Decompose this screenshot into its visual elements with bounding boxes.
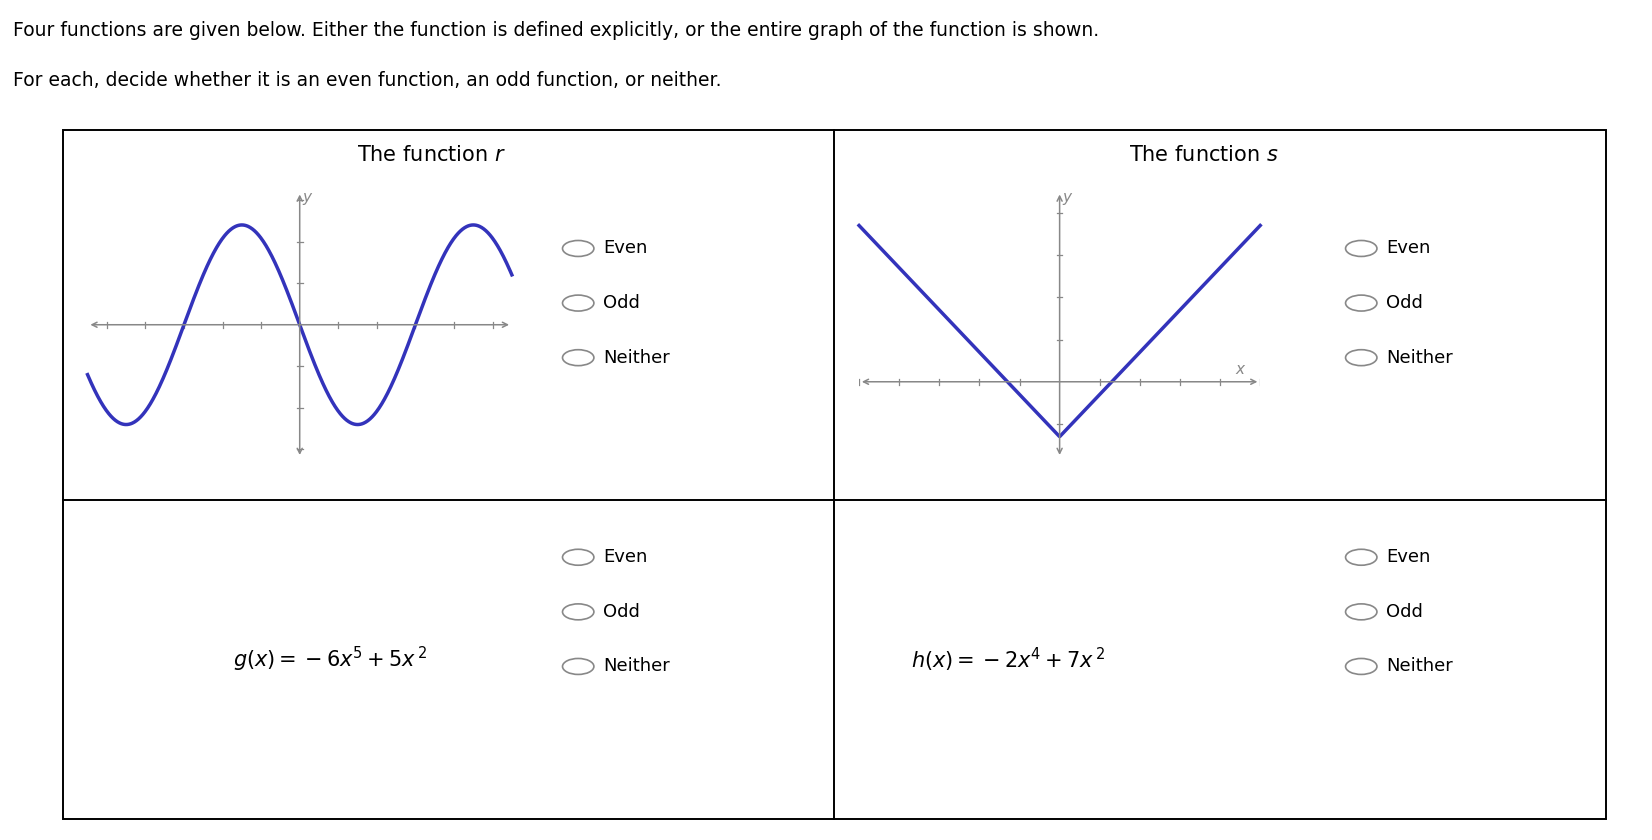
Text: Odd: Odd <box>603 603 639 621</box>
Text: The function $s$: The function $s$ <box>1128 145 1279 165</box>
Text: Even: Even <box>603 239 648 258</box>
Text: Even: Even <box>1386 239 1431 258</box>
Text: x: x <box>1236 362 1244 377</box>
Text: Odd: Odd <box>1386 603 1422 621</box>
Text: Neither: Neither <box>1386 349 1452 367</box>
Text: y: y <box>302 191 312 205</box>
Text: Odd: Odd <box>1386 294 1422 312</box>
Text: Four functions are given below. Either the function is defined explicitly, or th: Four functions are given below. Either t… <box>13 21 1099 40</box>
Text: Neither: Neither <box>603 349 669 367</box>
Text: For each, decide whether it is an even function, an odd function, or neither.: For each, decide whether it is an even f… <box>13 71 722 91</box>
Text: Neither: Neither <box>1386 658 1452 675</box>
Text: Odd: Odd <box>603 294 639 312</box>
Text: Even: Even <box>1386 549 1431 566</box>
Text: $h\left(x\right) = -2x^4 + 7x^{\,2}$: $h\left(x\right) = -2x^4 + 7x^{\,2}$ <box>912 645 1105 674</box>
Text: Even: Even <box>603 549 648 566</box>
Text: The function $r$: The function $r$ <box>357 145 507 165</box>
Text: y: y <box>1062 191 1072 205</box>
Text: $g\left(x\right) = -6x^5 + 5x^{\,2}$: $g\left(x\right) = -6x^5 + 5x^{\,2}$ <box>233 645 426 674</box>
Text: Neither: Neither <box>603 658 669 675</box>
